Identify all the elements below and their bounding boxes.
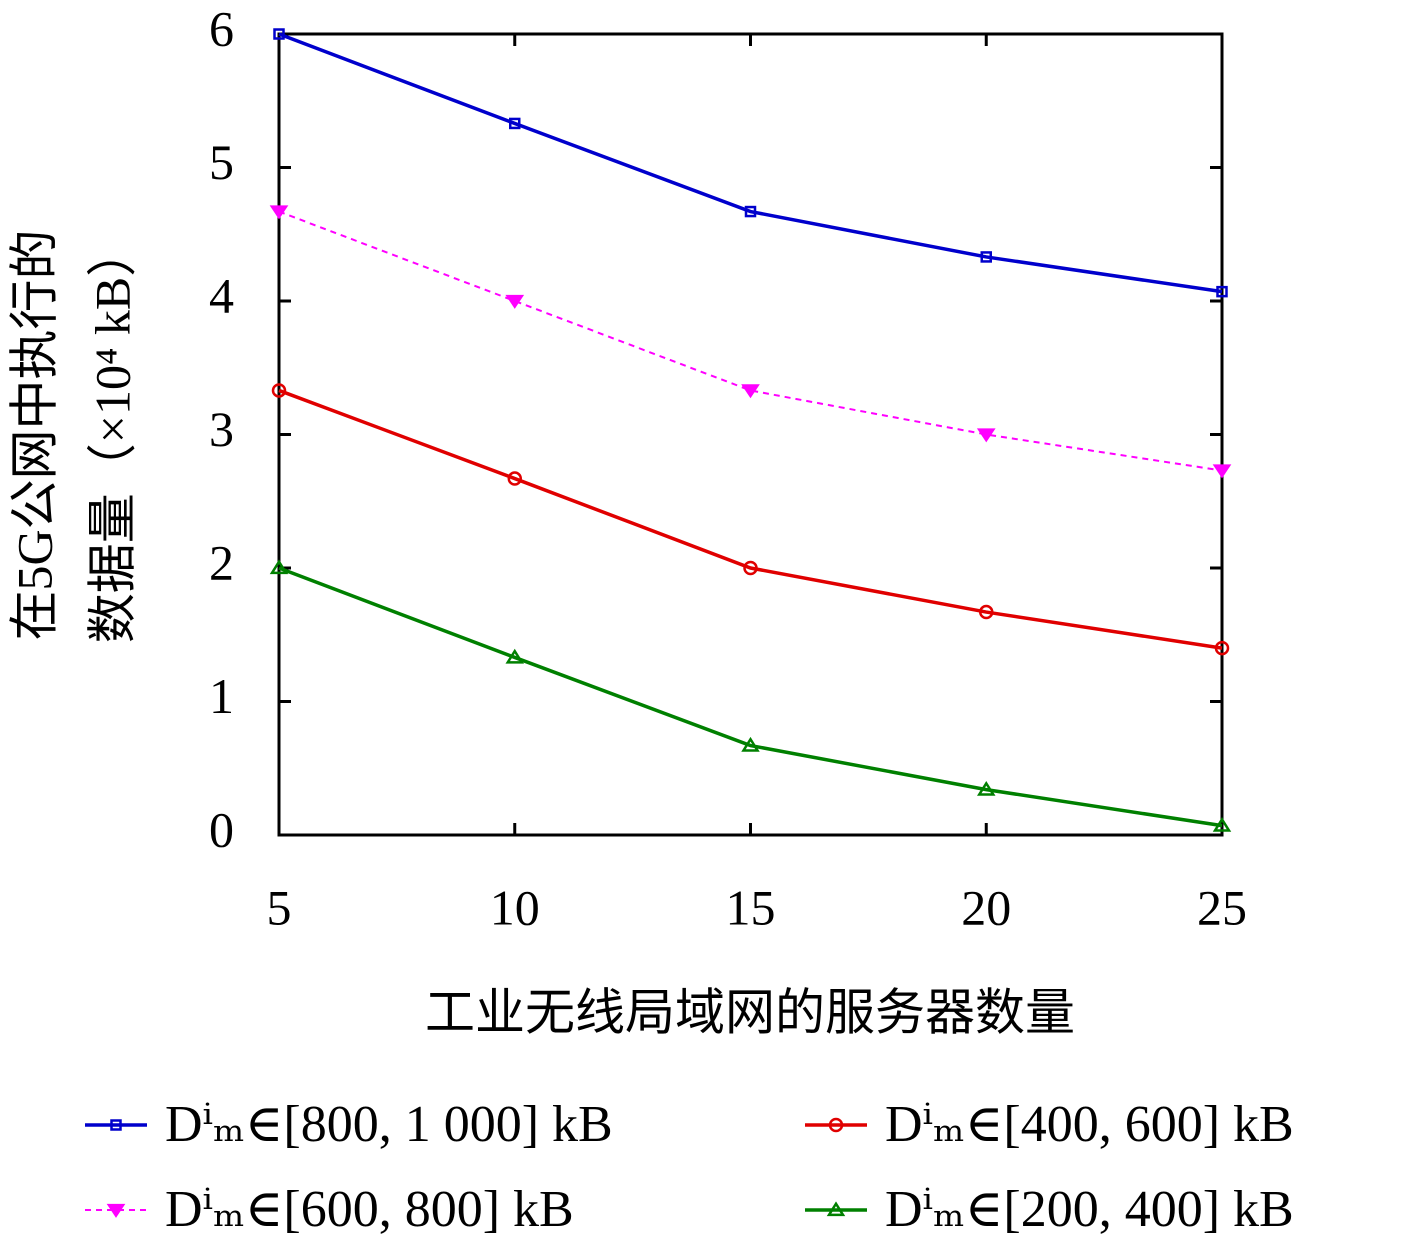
- marker: [1212, 816, 1232, 832]
- marker: [1212, 464, 1232, 479]
- y-tick-label: 4: [209, 267, 234, 323]
- legend-label: Dⁱₘ∈[800, 1 000] kB: [165, 1096, 613, 1153]
- y-axis-label-line: 数据量（×10⁴ kB）: [84, 227, 140, 643]
- legend-marker: [826, 1201, 846, 1217]
- legend-marker: [106, 1203, 126, 1218]
- series-line: [278, 566, 1223, 828]
- marker: [976, 780, 996, 796]
- marker: [741, 384, 760, 399]
- x-axis-label: 工业无线局域网的服务器数量: [425, 984, 1075, 1040]
- x-tick-label: 10: [490, 879, 540, 935]
- marker: [1216, 285, 1228, 298]
- plot-frame: [277, 32, 1224, 837]
- marker: [741, 736, 760, 752]
- marker: [271, 383, 287, 398]
- marker: [269, 205, 289, 220]
- y-tick-label: 5: [209, 134, 234, 190]
- marker: [509, 117, 521, 130]
- y-tick-label: 2: [209, 534, 234, 590]
- marker: [269, 559, 289, 575]
- legend-label: Dⁱₘ∈[400, 600] kB: [885, 1096, 1294, 1153]
- legend-label: Dⁱₘ∈[600, 800] kB: [165, 1181, 574, 1238]
- y-axis-label: 在5G公网中执行的 数据量（×10⁴ kB）: [6, 227, 140, 643]
- marker: [744, 205, 757, 218]
- marker: [505, 294, 525, 309]
- marker: [507, 471, 522, 486]
- legend-marker: [110, 1119, 122, 1131]
- marker: [1214, 640, 1230, 656]
- marker: [979, 604, 994, 620]
- legend-marker: [828, 1117, 844, 1133]
- series-line: [278, 32, 1223, 294]
- y-tick-label: 6: [209, 0, 234, 56]
- marker: [743, 560, 758, 576]
- x-tick-label: 20: [961, 879, 1011, 935]
- x-tick-label: 25: [1197, 879, 1247, 935]
- y-tick-label: 1: [209, 668, 234, 724]
- series-line: [278, 210, 1223, 472]
- marker: [980, 251, 992, 263]
- marker: [976, 428, 996, 443]
- marker: [273, 28, 285, 40]
- series-line: [278, 388, 1223, 650]
- x-tick-label: 15: [726, 879, 776, 935]
- x-tick-label: 5: [267, 879, 292, 935]
- legend-label: Dⁱₘ∈[200, 400] kB: [885, 1181, 1294, 1238]
- y-tick-label: 3: [209, 401, 234, 457]
- y-axis-label-line: 在5G公网中执行的: [6, 229, 62, 640]
- marker: [505, 648, 525, 664]
- y-tick-label: 0: [209, 801, 234, 857]
